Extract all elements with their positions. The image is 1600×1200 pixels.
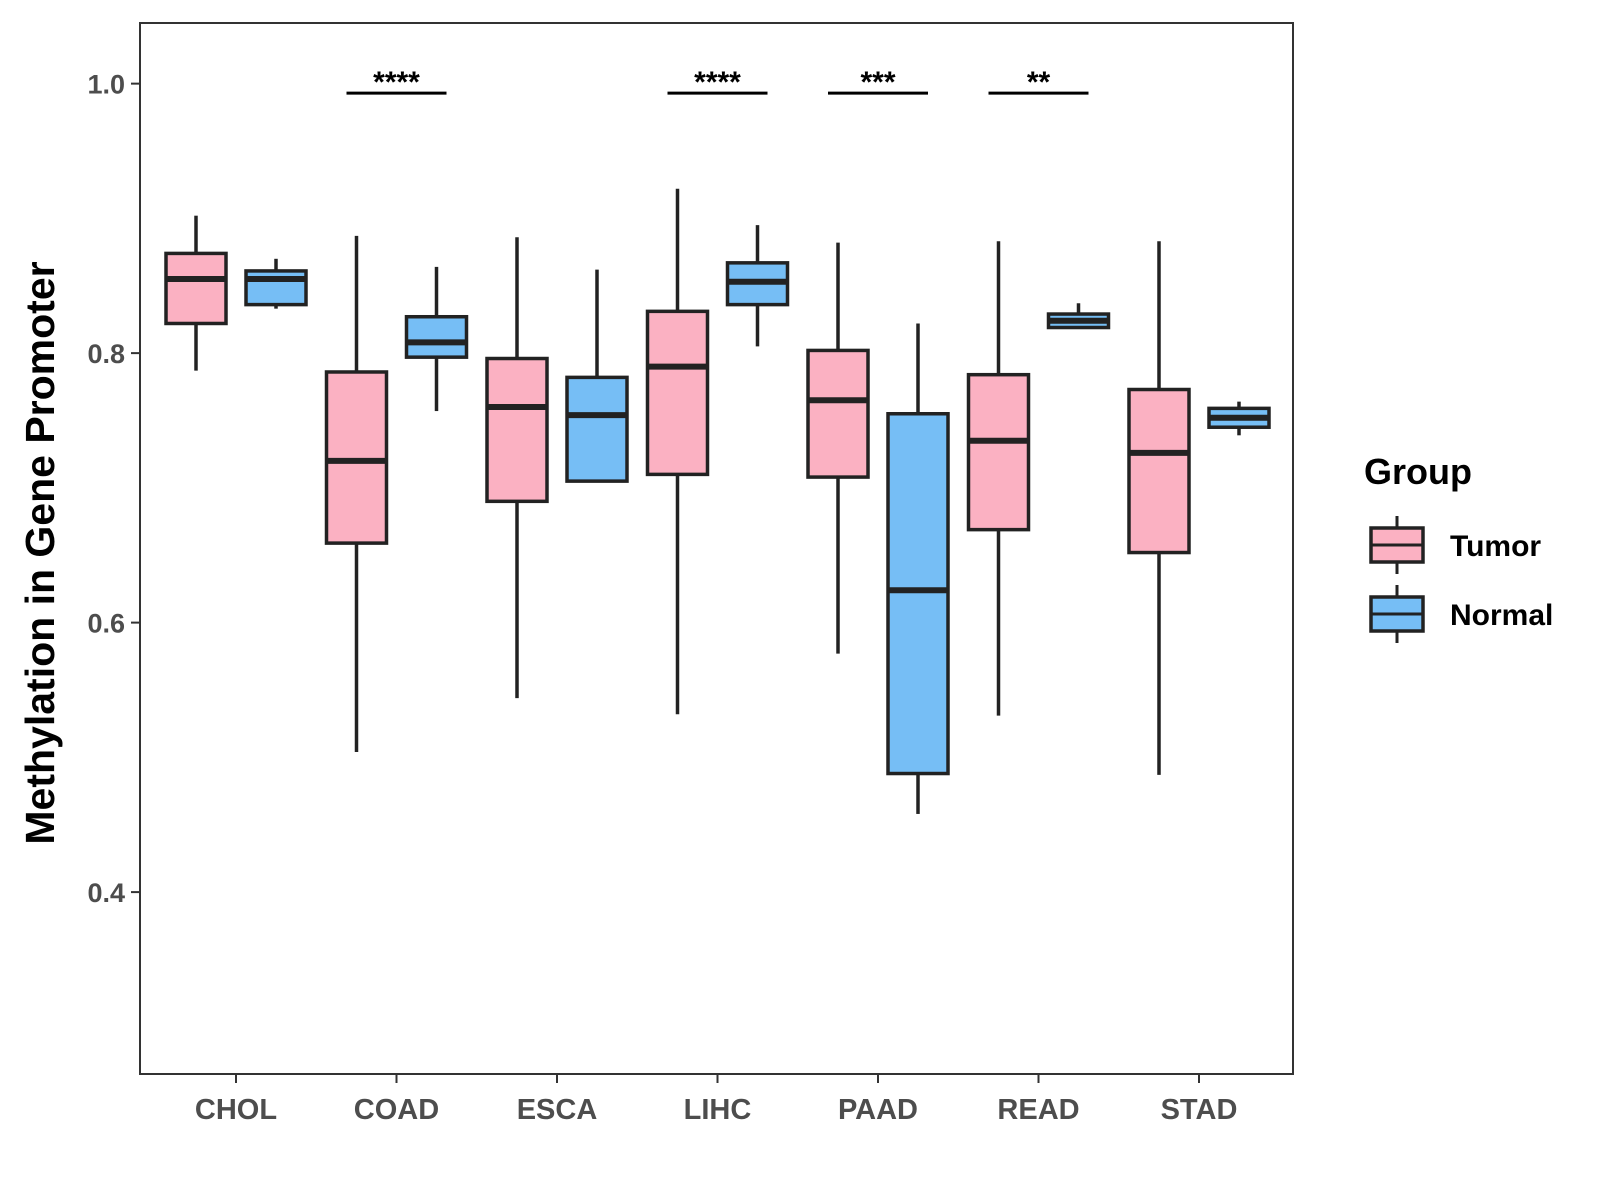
significance-label: **** [694, 66, 741, 99]
box-normal-stad [1207, 401, 1271, 436]
axes-layer: 0.4 0.6 0.8 1.0 CHOL COAD ESCA LIHC PAAD READ STAD [87, 70, 1237, 1126]
y-tick-label: 0.8 [87, 339, 125, 369]
box-body [806, 348, 870, 479]
x-tick-label-read: READ [997, 1094, 1079, 1126]
box-body [404, 314, 469, 359]
y-axis-title: Methylation in Gene Promoter [17, 261, 63, 844]
x-tick-label-esca: ESCA [517, 1094, 598, 1126]
legend-entries: Tumor Normal [1369, 516, 1553, 643]
box-normal-coad [404, 266, 469, 412]
y-tick-label: 1.0 [87, 70, 125, 100]
box-tumor-coad [324, 235, 389, 752]
box-tumor-paad [806, 242, 870, 654]
legend-title: Group [1364, 451, 1472, 492]
boxes-layer [164, 188, 1271, 814]
legend-item-normal: Normal [1369, 585, 1553, 643]
significance-read: ** [988, 66, 1089, 99]
y-tick-label: 0.6 [87, 609, 125, 639]
x-tick-label-coad: COAD [354, 1094, 439, 1126]
x-tick-label-chol: CHOL [195, 1094, 277, 1126]
box-normal-esca [565, 269, 629, 483]
x-tick-label-lihc: LIHC [684, 1094, 752, 1126]
box-body [565, 375, 629, 483]
significance-label: *** [860, 66, 895, 99]
legend-label-tumor: Tumor [1450, 530, 1541, 563]
box-normal-read [1046, 303, 1111, 330]
x-tick-label-paad: PAAD [838, 1094, 918, 1126]
significance-coad: **** [346, 66, 447, 99]
legend: Group Tumor Normal [1364, 451, 1553, 643]
legend-item-tumor: Tumor [1369, 516, 1541, 574]
box-tumor-stad [1127, 241, 1191, 775]
box-body [164, 251, 228, 326]
box-body [485, 356, 549, 504]
box-body [244, 269, 308, 307]
box-normal-chol [244, 258, 308, 309]
box-body [645, 309, 710, 477]
box-body [966, 372, 1031, 532]
box-body [886, 412, 950, 776]
significance-paad: *** [828, 66, 928, 99]
significance-lihc: **** [667, 66, 768, 99]
box-normal-lihc [725, 225, 790, 347]
box-body [1127, 387, 1191, 555]
legend-label-normal: Normal [1450, 599, 1553, 632]
x-tick-label-stad: STAD [1161, 1094, 1238, 1126]
box-normal-paad [886, 323, 950, 814]
significance-layer: **** **** *** ** [346, 66, 1089, 99]
box-tumor-chol [164, 215, 228, 371]
box-tumor-lihc [645, 188, 710, 715]
significance-label: ** [1027, 66, 1051, 99]
box-tumor-read [966, 241, 1031, 716]
box-tumor-esca [485, 237, 549, 699]
y-tick-label: 0.4 [87, 878, 125, 908]
box-body [324, 370, 389, 545]
significance-label: **** [373, 66, 420, 99]
